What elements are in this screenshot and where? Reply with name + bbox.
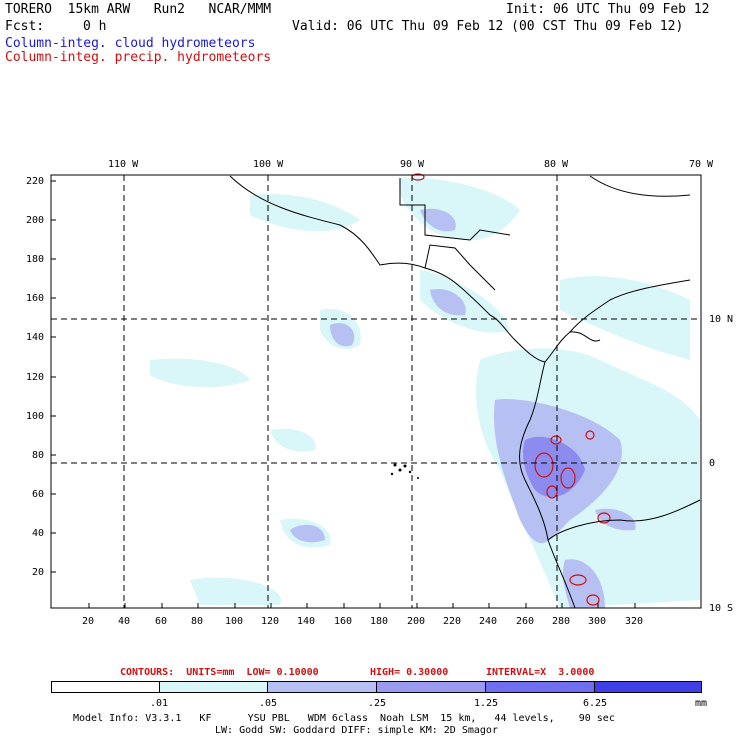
contour-high: HIGH= 0.30000 xyxy=(370,667,449,678)
y-tick-label: 180 xyxy=(26,254,45,265)
colorbar-bin xyxy=(267,681,377,693)
lon-label-100w: 100 W xyxy=(253,159,284,170)
x-tick-label: 140 xyxy=(297,616,316,627)
y-tick-marks xyxy=(51,180,56,573)
colorbar-unit: mm xyxy=(695,698,708,709)
lon-label-80w: 80 W xyxy=(544,159,569,170)
x-tick-label: 300 xyxy=(588,616,607,627)
y-tick-label: 220 xyxy=(26,176,45,187)
x-tick-label: 60 xyxy=(155,616,168,627)
coastlines xyxy=(229,175,701,609)
precip-shading xyxy=(290,208,636,608)
y-tick-label: 120 xyxy=(26,372,45,383)
colorbar-bin xyxy=(159,681,268,693)
x-tick-label: 320 xyxy=(625,616,644,627)
x-tick-label: 200 xyxy=(407,616,426,627)
physics-info: LW: Godd SW: Goddard DIFF: simple KM: 2D… xyxy=(215,725,498,736)
x-tick-label: 180 xyxy=(370,616,389,627)
colorbar-bin xyxy=(376,681,486,693)
colorbar-label: .25 xyxy=(368,698,387,709)
forecast-label: Fcst: xyxy=(5,19,45,34)
valid-time: Valid: 06 UTC Thu 09 Feb 12 (00 CST Thu … xyxy=(292,19,684,34)
lon-label-90w: 90 W xyxy=(400,159,425,170)
y-tick-label: 140 xyxy=(26,332,45,343)
colorbar-label: 6.25 xyxy=(583,698,608,709)
galapagos-islands xyxy=(390,463,419,479)
contour-interval: INTERVAL=X 3.0000 xyxy=(486,667,595,678)
plot-frame xyxy=(50,174,702,609)
x-tick-label: 260 xyxy=(516,616,535,627)
x-tick-label: 160 xyxy=(334,616,353,627)
y-tick-label: 20 xyxy=(32,567,45,578)
y-tick-label: 40 xyxy=(32,528,45,539)
x-tick-label: 280 xyxy=(552,616,571,627)
lon-label-110w: 110 W xyxy=(108,159,139,170)
colorbar-label: 1.25 xyxy=(474,698,499,709)
y-tick-label: 80 xyxy=(32,450,45,461)
lat-label-10s: 10 S xyxy=(709,603,734,614)
colorbar-bin xyxy=(485,681,595,693)
init-time: Init: 06 UTC Thu 09 Feb 12 xyxy=(506,2,710,17)
colorbar-label: .01 xyxy=(150,698,169,709)
contour-units: CONTOURS: UNITS=mm LOW= 0.10000 xyxy=(120,667,319,678)
x-tick-label: 20 xyxy=(82,616,95,627)
colorbar-bin xyxy=(51,681,160,693)
lon-label-70w: 70 W xyxy=(689,159,714,170)
precip-contours xyxy=(411,173,611,606)
x-tick-label: 240 xyxy=(479,616,498,627)
x-tick-marks xyxy=(88,603,636,608)
y-tick-label: 200 xyxy=(26,215,45,226)
cloud-shading xyxy=(150,177,700,608)
y-tick-label: 160 xyxy=(26,293,45,304)
latlon-grid xyxy=(51,175,701,608)
x-tick-label: 40 xyxy=(118,616,131,627)
field-title-precip: Column-integ. precip. hydrometeors xyxy=(5,50,272,65)
forecast-hour: 0 h xyxy=(83,19,107,34)
x-tick-label: 100 xyxy=(225,616,244,627)
x-tick-label: 220 xyxy=(443,616,462,627)
x-tick-label: 80 xyxy=(191,616,204,627)
y-tick-label: 60 xyxy=(32,489,45,500)
model-info: Model Info: V3.3.1 KF YSU PBL WDM 6class… xyxy=(73,713,615,724)
lat-label-0: 0 xyxy=(709,458,716,469)
lat-label-10n: 10 N xyxy=(709,314,734,325)
x-tick-label: 120 xyxy=(261,616,280,627)
y-tick-label: 100 xyxy=(26,411,45,422)
model-title: TORERO 15km ARW Run2 NCAR/MMM xyxy=(5,2,272,17)
colorbar-bin xyxy=(594,681,702,693)
field-title-cloud: Column-integ. cloud hydrometeors xyxy=(5,36,256,51)
colorbar-label: .05 xyxy=(259,698,278,709)
